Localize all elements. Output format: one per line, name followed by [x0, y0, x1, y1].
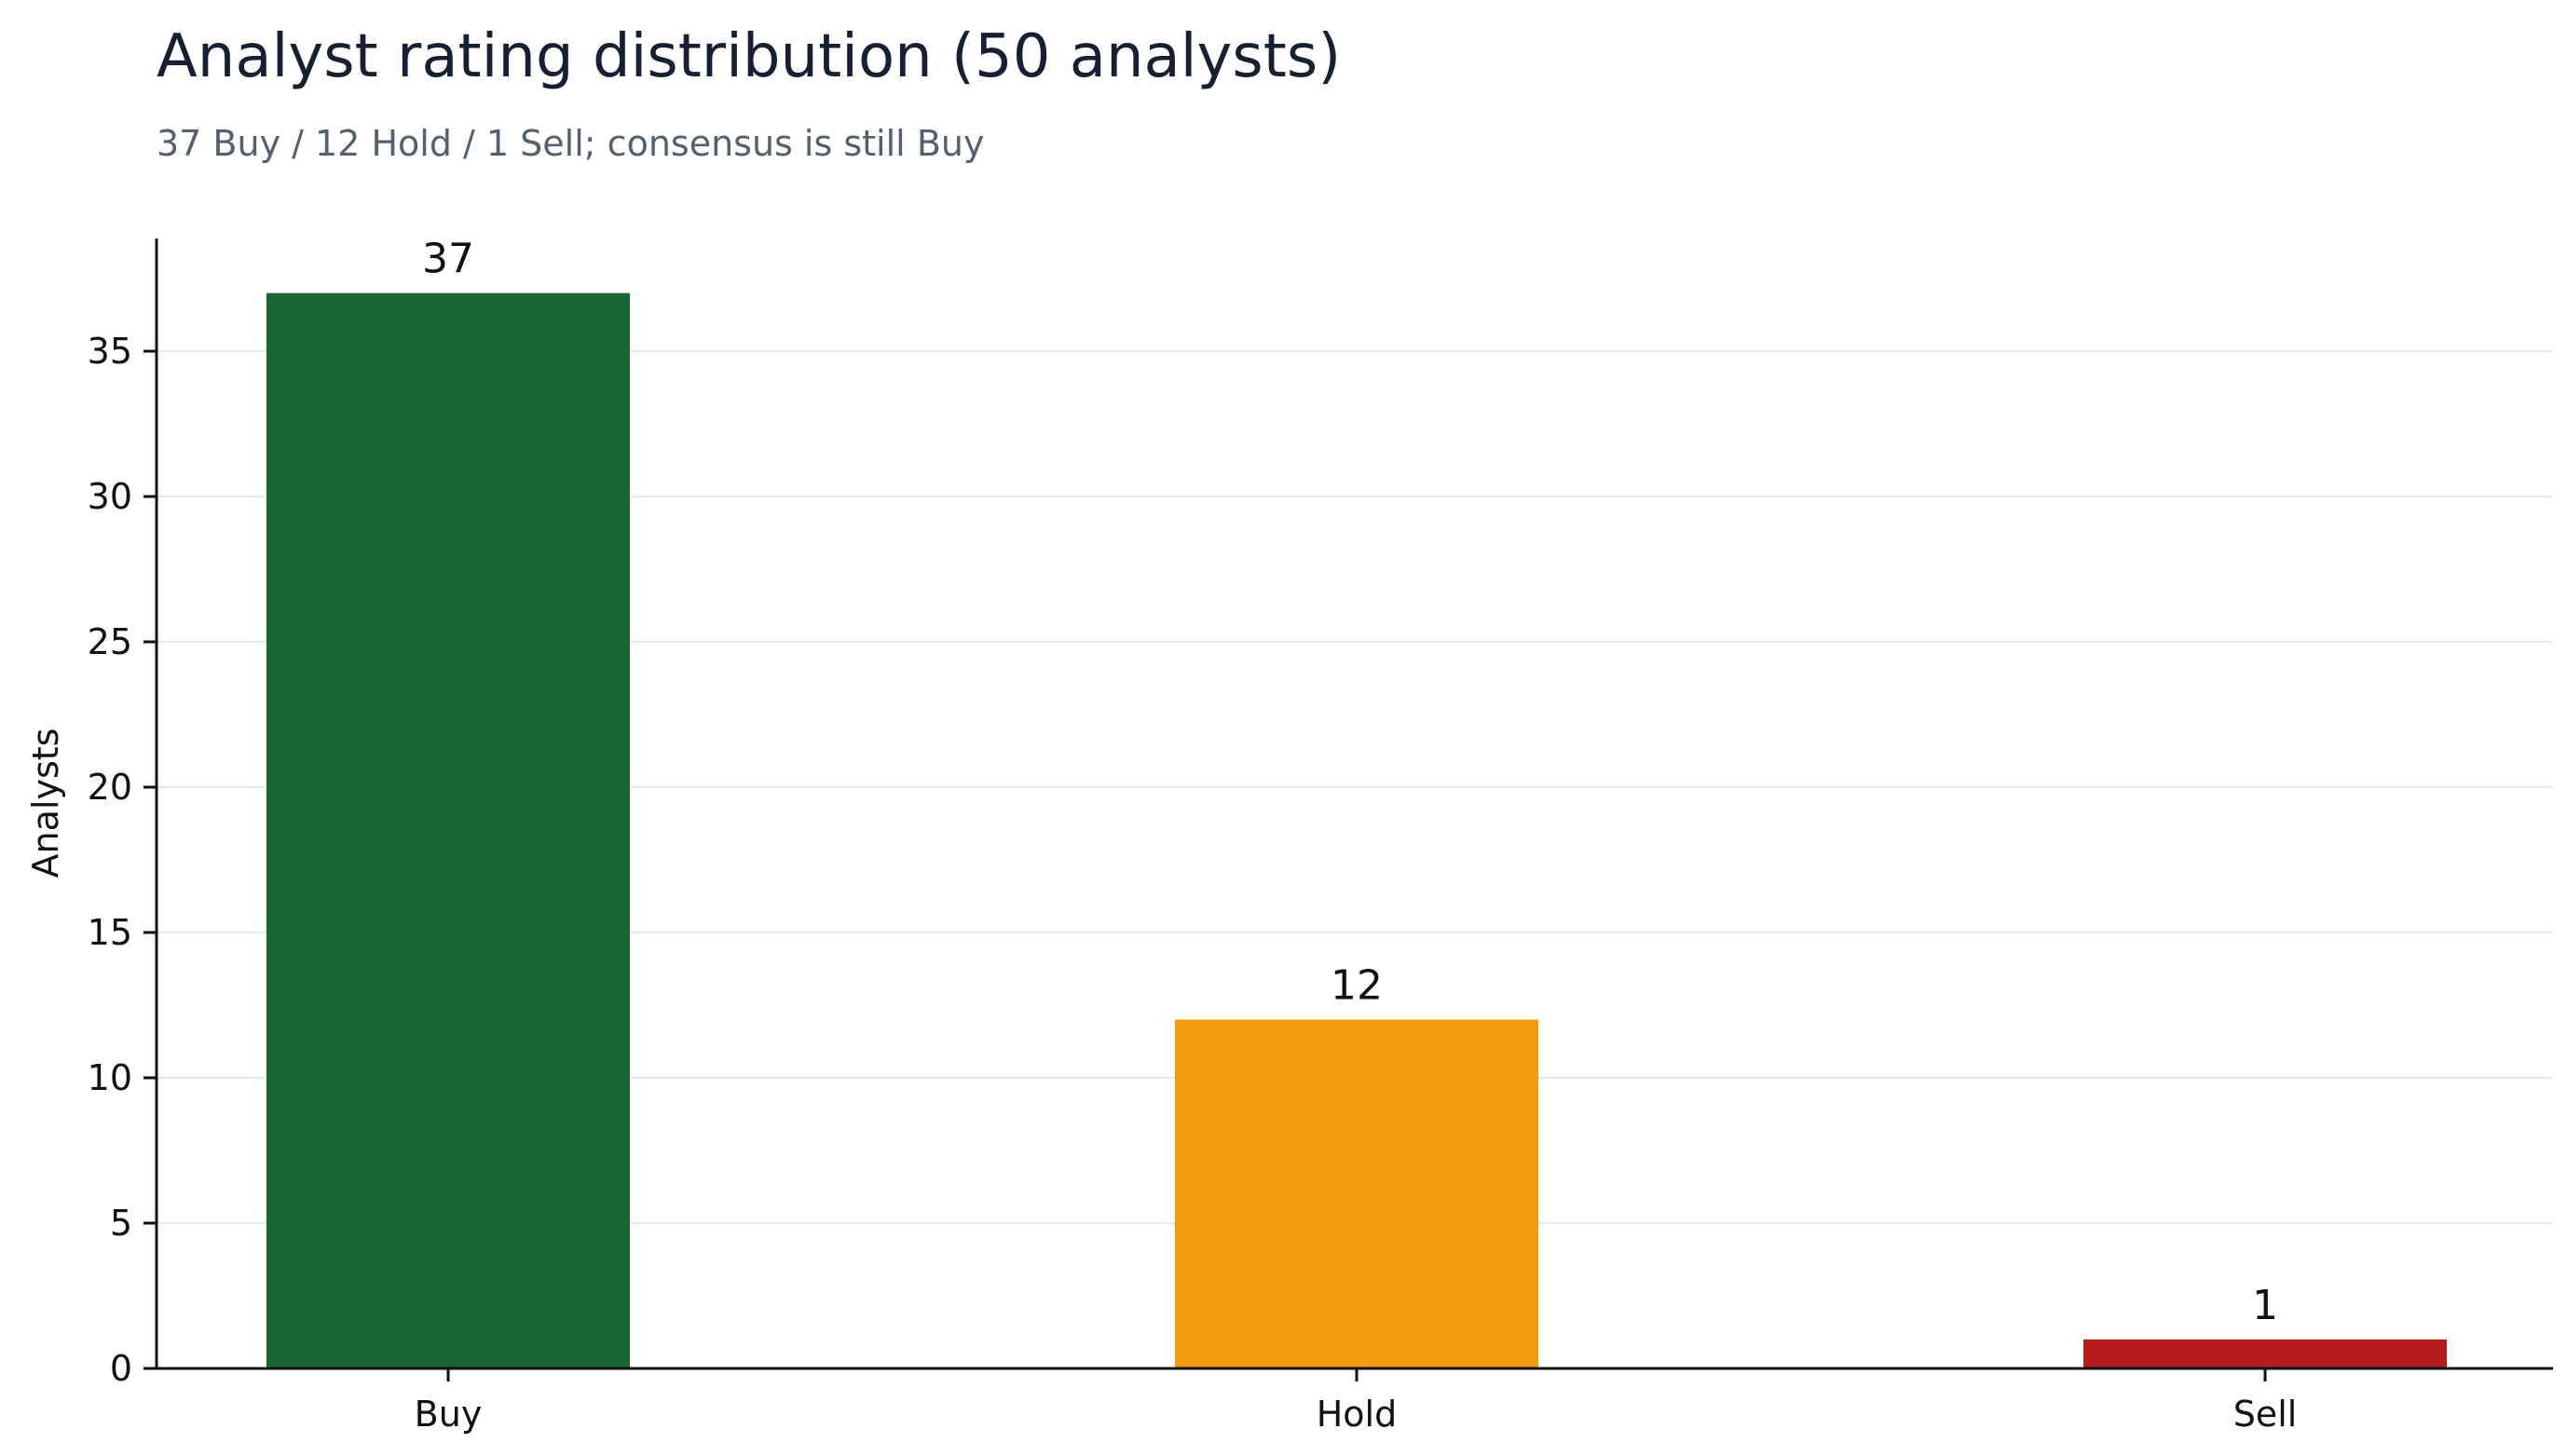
y-tick-label-25: 25: [88, 621, 132, 662]
y-axis-title: Analysts: [25, 728, 66, 878]
bar-hold: [1175, 1019, 1538, 1368]
data-labels: 37 12 1: [422, 236, 2278, 1329]
chart-subtitle: 37 Buy / 12 Hold / 1 Sell; consensus is …: [157, 123, 984, 164]
data-label-buy: 37: [422, 236, 474, 283]
y-tick-label-0: 0: [110, 1348, 132, 1389]
y-tick-label-5: 5: [110, 1203, 132, 1244]
x-tick-label-buy: Buy: [415, 1394, 483, 1435]
y-ticks: 0 5 10 15 20 25 30 35: [88, 331, 157, 1389]
y-tick-label-35: 35: [88, 331, 132, 372]
x-ticks: Buy Hold Sell: [415, 1368, 2298, 1435]
y-tick-label-30: 30: [88, 476, 132, 517]
y-tick-label-20: 20: [88, 767, 132, 808]
data-label-hold: 12: [1331, 962, 1383, 1010]
bar-buy: [266, 293, 630, 1369]
bar-sell: [2083, 1339, 2447, 1368]
x-tick-label-sell: Sell: [2233, 1394, 2298, 1435]
bars: [266, 293, 2447, 1369]
data-label-sell: 1: [2252, 1282, 2278, 1329]
y-tick-label-15: 15: [88, 912, 132, 953]
y-tick-label-10: 10: [88, 1057, 132, 1098]
chart-title: Analyst rating distribution (50 analysts…: [157, 22, 1341, 91]
x-tick-label-hold: Hold: [1317, 1394, 1398, 1435]
